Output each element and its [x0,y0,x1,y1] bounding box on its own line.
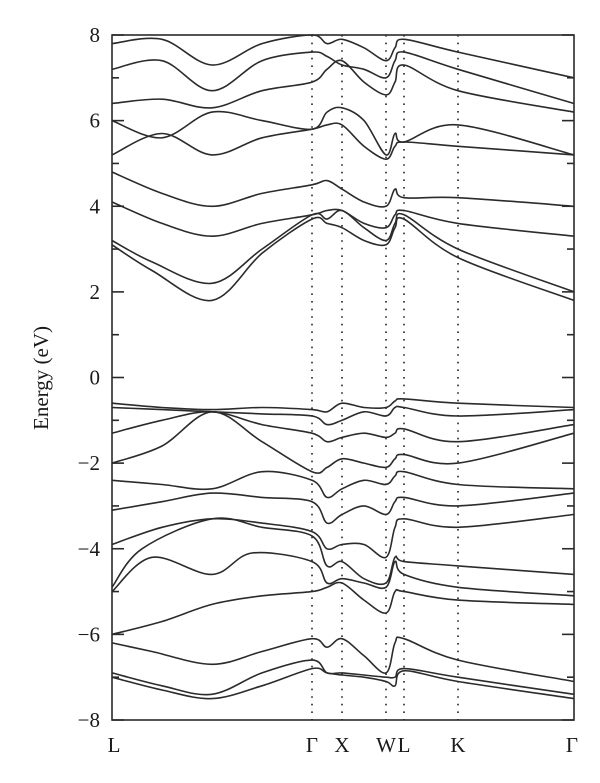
band-line-18 [111,122,575,160]
x-tick-label-5: K [450,733,465,757]
y-axis-ticks [112,34,574,721]
band-line-12 [111,405,575,426]
band-line-21 [111,51,575,105]
x-tick-label-2: X [334,733,349,757]
band-line-5 [111,551,575,597]
band-line-22 [111,34,575,79]
band-line-9 [111,470,575,499]
k-point-divider-lines [311,35,459,720]
energy-bands [111,34,575,700]
y-tick-label: 8 [90,23,101,47]
y-tick-label: 0 [90,366,101,390]
band-line-14 [111,216,575,302]
x-tick-label-4: L [398,733,411,757]
band-line-10 [111,410,575,474]
x-tick-label-1: Γ [306,733,318,757]
y-tick-label: −6 [78,622,100,646]
y-axis-title: Energy (eV) [29,326,53,430]
band-line-16 [111,201,575,237]
y-axis-tick-labels: −8 −6 −4 −2 0 2 4 6 8 [78,23,101,732]
y-tick-label: 4 [90,194,101,218]
plot-frame [111,34,575,721]
band-line-15 [111,209,575,293]
band-line-2 [111,659,575,696]
x-tick-label-6: Γ [566,733,578,757]
y-tick-label: −8 [78,708,100,732]
band-line-8 [111,492,575,525]
band-line-7 [111,513,575,559]
band-line-4 [111,581,575,636]
band-line-1 [111,667,575,700]
y-tick-label: −2 [78,451,100,475]
band-line-6 [111,517,575,588]
y-tick-label: −4 [78,537,101,561]
x-tick-label-3: W [376,733,396,757]
band-line-19 [111,106,575,156]
band-line-20 [111,59,575,113]
band-line-17 [111,171,575,208]
band-line-13 [111,398,575,413]
x-tick-label-0: L [108,733,121,757]
y-tick-label: 2 [90,280,101,304]
band-line-11 [111,410,575,443]
y-tick-label: 6 [90,109,101,133]
band-line-3 [111,636,575,683]
